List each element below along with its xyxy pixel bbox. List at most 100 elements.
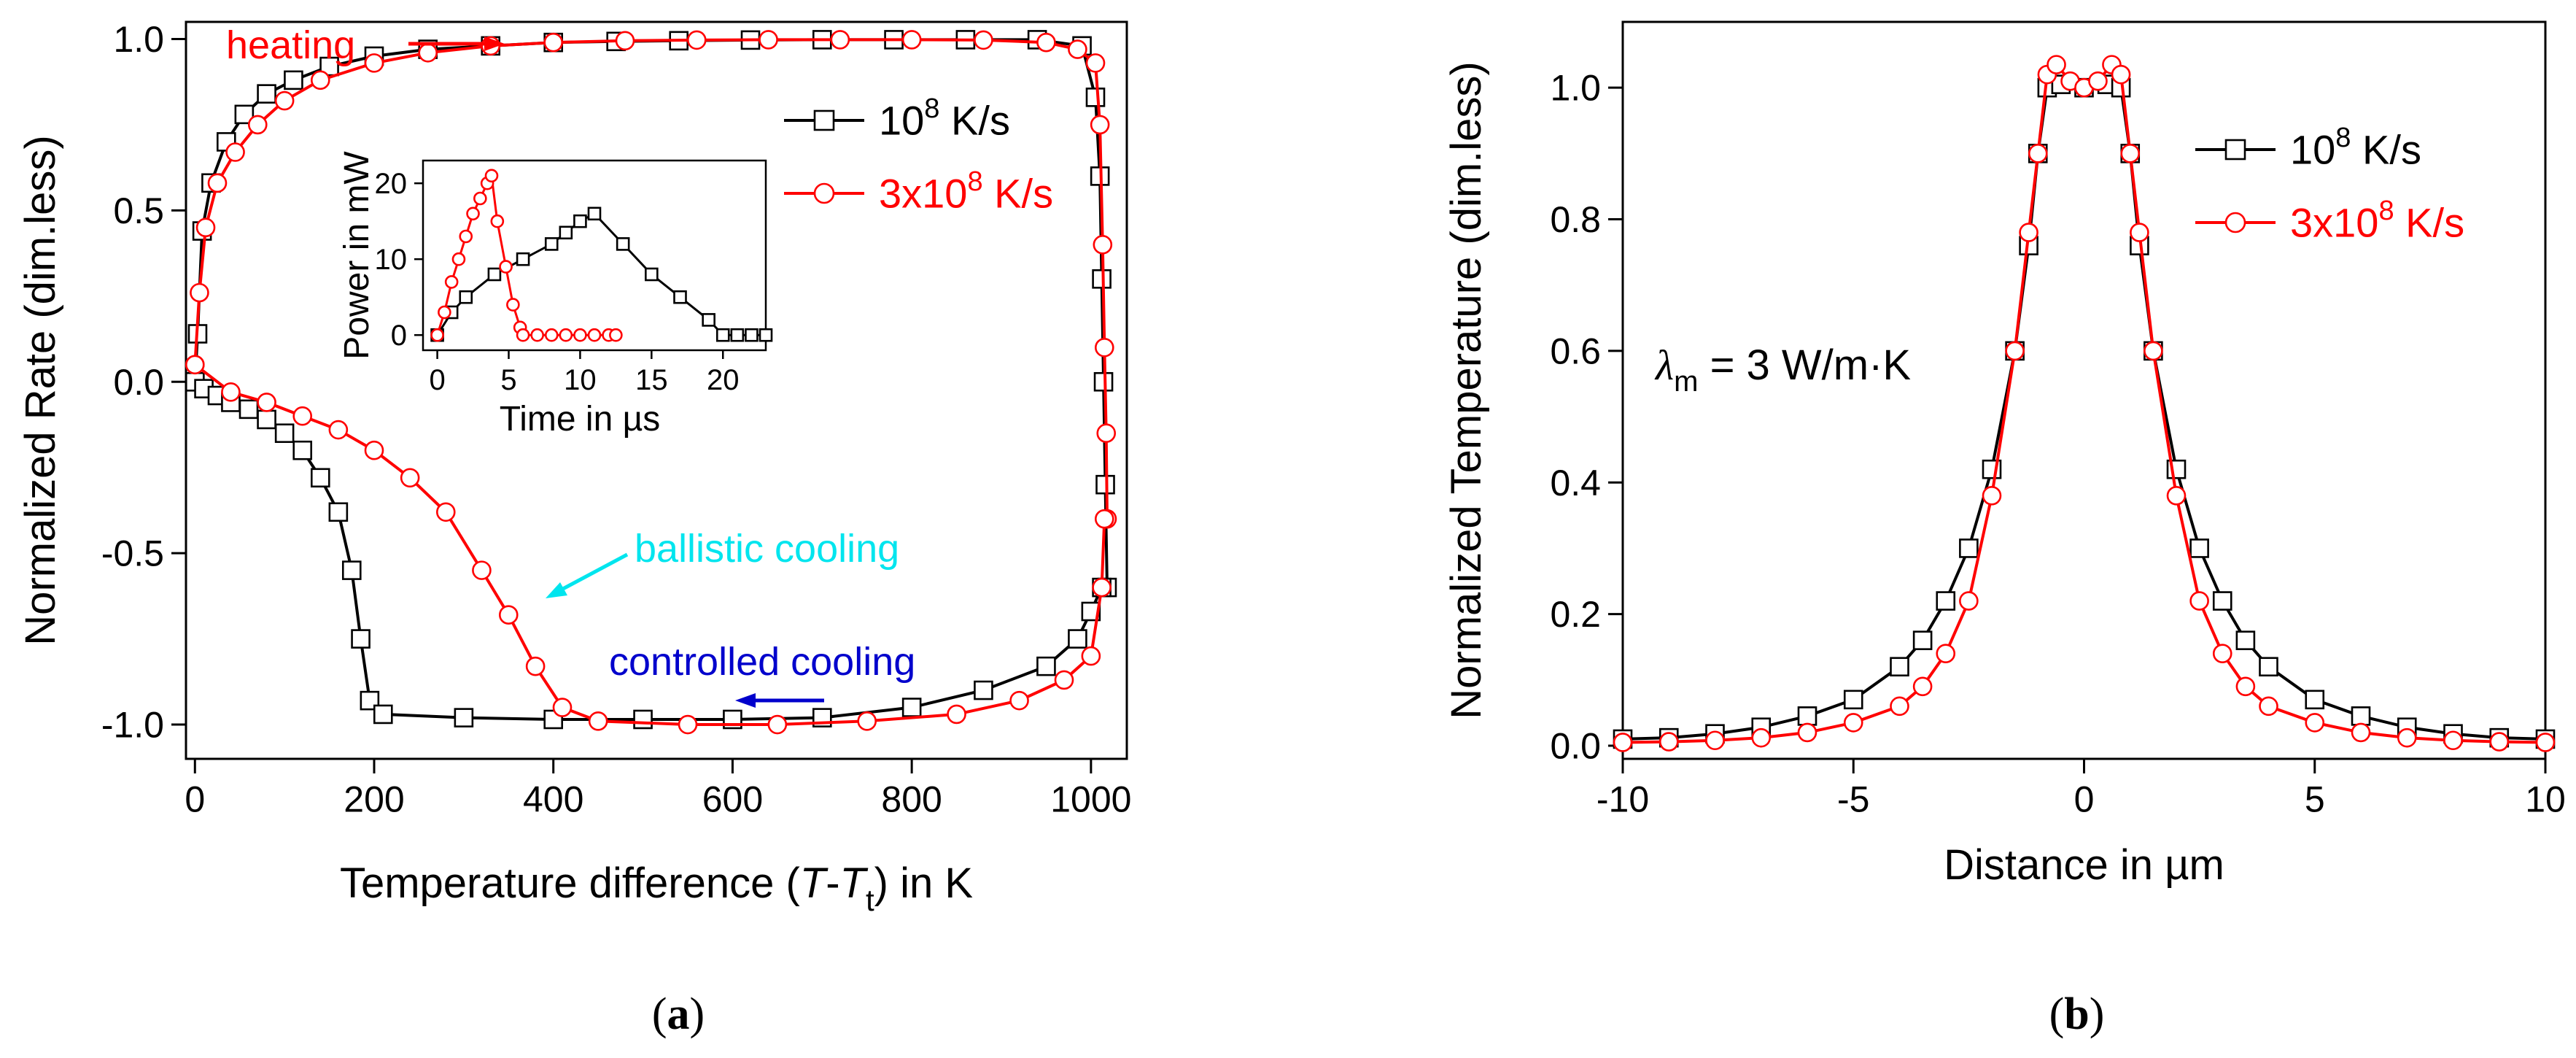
panel-a-series-1-cooling-point <box>238 399 259 420</box>
panel-b-series-1-point <box>2351 706 2371 726</box>
inset-series-1-point <box>730 328 745 342</box>
inset-series-1-point <box>715 328 730 342</box>
panel-a-y-tick-label: 0.0 <box>113 362 164 403</box>
panel-a-series-1-cooling-point <box>351 629 371 649</box>
ballistic-arrow-head <box>546 582 567 598</box>
panel-a-series-2-heating-point <box>364 53 384 73</box>
ballistic-arrow <box>560 552 629 592</box>
panel-b-legend-marker <box>2224 212 2246 233</box>
panel-b-series-2-point <box>2489 732 2510 752</box>
inset-series-2-point <box>573 328 587 342</box>
panel-a-y-tick-label: 0.5 <box>113 190 164 231</box>
panel-a-series-2-cooling-point <box>185 355 205 375</box>
controlled-cooling-annotation: controlled cooling <box>609 640 915 684</box>
inset-x-tick-label: 10 <box>564 364 597 396</box>
inset-x-tick-label: 5 <box>500 364 516 396</box>
inset-series-1-point <box>587 206 602 221</box>
panel-b-x-axis-title: Distance in µm <box>1944 841 2224 889</box>
inset-y-tick-label: 20 <box>375 168 408 200</box>
chart-panel-a: 0 200 400 600 800 1000-1.0-0.50.00.51.0Normal… <box>17 19 1131 1039</box>
panel-a-series-2-heating-point <box>974 30 993 50</box>
panel-a-series-2-heating-point <box>1068 39 1087 59</box>
panel-b-series-2-point <box>2005 341 2025 361</box>
inset-series-2-point <box>438 305 451 320</box>
inset-plot-frame <box>422 159 767 352</box>
inset-series-2-point <box>484 169 499 183</box>
inset-series-2-point <box>451 252 466 266</box>
panel-a-series-2-cooling-point <box>364 440 384 460</box>
panel-b-series-2-point <box>2443 730 2463 751</box>
panel-b-x-tick-label: 5 <box>2305 779 2325 820</box>
panel-a-x-axis-title: Temperature difference (T-Tt) in K <box>340 860 973 917</box>
panel-a-series-2-cooling-point <box>292 406 313 426</box>
panel-b-series-2-point <box>2235 676 2256 697</box>
panel-b-y-axis-title: Normalized Temperature (dim.less) <box>1443 61 1490 719</box>
panel-a-x-tick-label: 800 <box>881 779 942 820</box>
panel-a-series-1-cooling-point <box>454 708 474 727</box>
panel-a-series-2-heating-point <box>1036 32 1056 53</box>
panel-a-series-2-cooling-point <box>498 605 519 625</box>
inset-series-2-point <box>466 206 480 221</box>
panel-a-series-2-cooling-point <box>328 420 349 440</box>
panel-a-series-2-cooling-point <box>435 502 456 522</box>
panel-b-series-2-point <box>2212 644 2232 664</box>
panel-b-y-tick-label: 0.8 <box>1550 199 1601 240</box>
panel-b-x-tick-label: -5 <box>1837 779 1869 820</box>
panel-a-series-1-cooling-point <box>633 709 653 730</box>
panel-a-series-2-heating-point <box>1096 423 1117 444</box>
inset-series-1-point <box>559 225 573 240</box>
panel-b-x-tick-label: -10 <box>1597 779 1649 820</box>
heating-annotation: heating <box>226 23 355 67</box>
inset-series-2-point <box>544 328 559 342</box>
inset-series-1-point <box>459 290 473 304</box>
panel-a-legend-label: 3x108 K/s <box>879 166 1053 217</box>
panel-a-series-2-heating-point <box>686 30 707 50</box>
panel-a-legend-label: 108 K/s <box>879 93 1010 144</box>
panel-a-x-tick-label: 600 <box>702 779 763 820</box>
panel-a-series-2-heating-point <box>901 30 922 50</box>
panel-b-series-2-point <box>2189 591 2209 611</box>
panel-b-series-2-point <box>1890 696 1909 717</box>
panel-a-x-tick-label: 400 <box>523 779 583 820</box>
panel-a-y-tick-label: -0.5 <box>101 533 164 574</box>
inset-x-tick-label: 15 <box>635 364 668 396</box>
inset-series-1-point <box>487 267 502 282</box>
panel-a-series-2-heating-point <box>830 30 850 50</box>
panel-b-series-1-point <box>1936 591 1956 611</box>
panel-b-label: (b) <box>2049 989 2105 1039</box>
panel-a-series-2-heating-point <box>1085 53 1106 73</box>
inset-series-2-point <box>559 328 573 342</box>
panel-a-series-1-cooling-point <box>373 704 393 725</box>
panel-a-series-2-heating-point <box>1094 337 1114 358</box>
panel-a-series-1-cooling-point <box>360 690 380 711</box>
inset-series-1-point <box>645 267 659 282</box>
panel-a-series-2-cooling-point <box>1092 577 1112 598</box>
inset-series-2-point <box>444 275 459 289</box>
panel-a-series-1-cooling-point <box>341 560 362 580</box>
inset-series-1-point <box>516 252 530 266</box>
panel-a-series-2-cooling-point <box>1094 509 1114 529</box>
panel-a-series-1-cooling-point <box>901 698 922 717</box>
panel-a-y-tick-label: 1.0 <box>113 19 164 60</box>
inset-chart: 0 5 10 15 20 0 10 20 Time in µs Power in mW <box>338 151 773 439</box>
panel-b-series-2-point <box>1705 730 1725 751</box>
ballistic-cooling-annotation: ballistic cooling <box>635 527 899 571</box>
panel-a-series-2-cooling-point <box>947 704 966 725</box>
panel-b-y-tick-label: 0.0 <box>1550 725 1601 766</box>
inset-series-2-point <box>506 298 520 312</box>
panel-a-series-2-cooling-point <box>767 714 788 735</box>
panel-a-series-2-cooling-point <box>588 711 608 731</box>
panel-a-series-2-cooling-point <box>257 393 276 412</box>
panel-a-series-2-heating-point <box>225 142 245 162</box>
panel-b-series-2-point <box>2259 696 2278 717</box>
panel-b-series-1-point <box>1843 690 1863 710</box>
panel-a-series-2-heating-point <box>1093 235 1113 255</box>
inset-series-1-point <box>616 237 630 251</box>
panel-a-series-2-cooling-point <box>221 382 241 402</box>
panel-a-legend-marker <box>813 182 835 204</box>
panel-a-series-2-heating-point <box>207 173 228 193</box>
panel-a-series-2-heating-point <box>247 115 268 135</box>
panel-b-y-tick-label: 0.2 <box>1550 594 1601 635</box>
inset-x-tick-label: 20 <box>707 364 740 396</box>
panel-a-series-2-heating-point <box>310 70 330 90</box>
